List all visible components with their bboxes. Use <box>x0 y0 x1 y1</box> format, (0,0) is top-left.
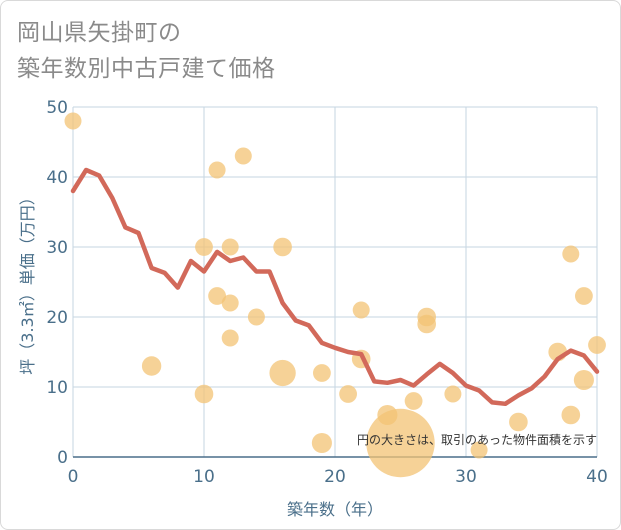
y-tick-label: 0 <box>57 448 68 468</box>
data-point <box>208 161 226 179</box>
data-point <box>269 359 296 387</box>
chart-title-line2: 築年数別中古戸建て価格 <box>17 56 276 82</box>
y-axis-label: 坪（3.3㎡）単価（万円） <box>18 189 37 374</box>
chart-title: 岡山県矢掛町の 築年数別中古戸建て価格 <box>17 15 276 87</box>
data-point <box>221 329 239 347</box>
x-tick-label: 40 <box>586 467 608 487</box>
size-annotation: 円の大きさは、取引のあった物件面積を示す <box>357 432 597 447</box>
data-point <box>561 405 581 425</box>
y-tick-label: 40 <box>46 168 68 188</box>
data-point <box>208 287 227 305</box>
data-point <box>195 238 213 256</box>
grid <box>72 106 598 458</box>
y-tick-label: 50 <box>46 98 68 118</box>
data-point <box>311 432 332 454</box>
data-point <box>221 294 239 312</box>
data-point <box>352 301 370 319</box>
data-point <box>221 238 239 256</box>
y-tick-label: 10 <box>46 378 68 398</box>
average-price-line <box>70 167 600 407</box>
data-point <box>64 112 82 130</box>
chart-title-line1: 岡山県矢掛町の <box>17 20 182 46</box>
tick-labels: 0 10 20 30 40 0 10 20 30 40 50 <box>46 98 607 487</box>
data-point <box>312 364 331 382</box>
x-tick-label: 0 <box>68 467 79 487</box>
data-point <box>247 308 265 326</box>
data-point <box>573 369 594 391</box>
data-point <box>574 287 593 305</box>
data-point <box>339 385 358 403</box>
x-tick-label: 30 <box>455 467 477 487</box>
data-point <box>366 408 435 478</box>
x-tick-label: 10 <box>193 467 215 487</box>
data-point <box>417 314 437 334</box>
data-point <box>470 441 488 459</box>
data-point <box>588 336 606 354</box>
x-axis-label: 築年数（年） <box>287 500 383 519</box>
data-point <box>404 392 423 410</box>
x-tick-label: 20 <box>324 467 346 487</box>
data-point <box>509 412 528 432</box>
data-point <box>562 245 580 263</box>
data-point <box>444 385 462 403</box>
y-tick-label: 20 <box>46 308 68 328</box>
data-point <box>141 356 162 376</box>
data-point <box>234 147 252 165</box>
data-point <box>273 237 292 257</box>
data-point <box>194 384 214 404</box>
bubble-layer <box>64 112 606 478</box>
y-tick-label: 30 <box>46 238 68 258</box>
